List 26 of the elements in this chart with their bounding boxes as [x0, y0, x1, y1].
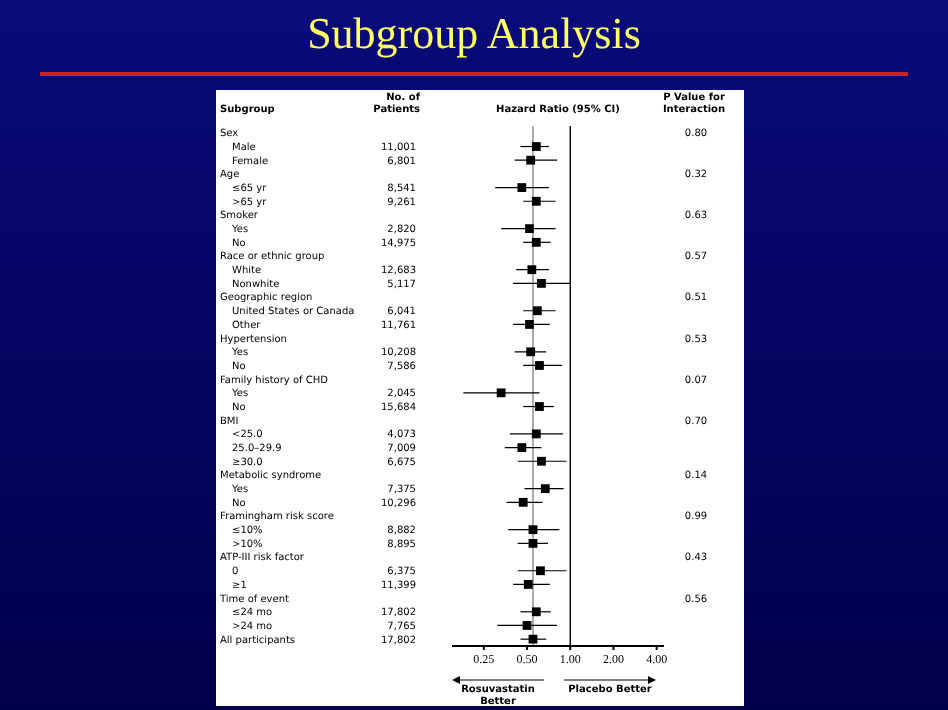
point [535, 402, 544, 411]
point [517, 443, 527, 452]
point [540, 484, 550, 494]
point [526, 155, 536, 165]
point [531, 237, 541, 247]
point [518, 497, 528, 507]
point [523, 580, 533, 589]
point [535, 361, 544, 370]
point [531, 607, 541, 617]
point [528, 538, 538, 548]
point [532, 306, 542, 316]
point [522, 621, 532, 630]
point [517, 183, 527, 192]
point [536, 566, 545, 576]
point [531, 142, 541, 151]
point [531, 196, 541, 206]
point [531, 429, 541, 439]
point [526, 347, 536, 357]
point [537, 278, 546, 288]
point [528, 525, 538, 535]
point [525, 320, 534, 329]
point [525, 224, 534, 234]
point [527, 265, 537, 275]
point [528, 634, 538, 644]
point [537, 456, 546, 466]
text: Subgroup Analysis [305, 8, 643, 60]
